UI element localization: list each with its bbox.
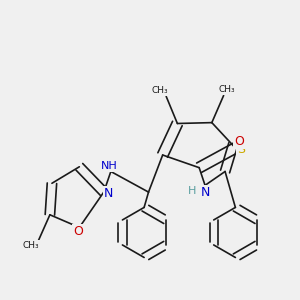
- Text: N: N: [103, 187, 113, 200]
- Text: CH₃: CH₃: [152, 86, 169, 95]
- Text: S: S: [237, 143, 245, 156]
- Text: O: O: [234, 135, 244, 148]
- Text: CH₃: CH₃: [22, 241, 39, 250]
- Text: CH₃: CH₃: [218, 85, 235, 94]
- Text: N: N: [200, 186, 210, 199]
- Text: NH: NH: [101, 161, 118, 171]
- Text: H: H: [188, 186, 196, 196]
- Text: O: O: [73, 225, 83, 239]
